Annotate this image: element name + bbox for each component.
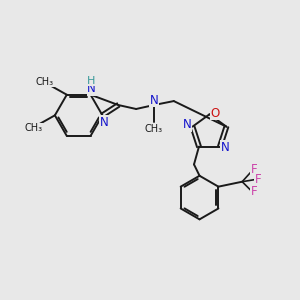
Text: F: F: [251, 185, 257, 198]
Text: N: N: [100, 116, 109, 129]
Text: CH₃: CH₃: [24, 123, 42, 133]
Text: H: H: [87, 76, 96, 86]
Text: N: N: [150, 94, 158, 106]
Text: F: F: [255, 173, 261, 186]
Text: F: F: [251, 163, 257, 176]
Text: CH₃: CH₃: [36, 77, 54, 87]
Text: N: N: [183, 118, 192, 131]
Text: N: N: [220, 141, 229, 154]
Text: CH₃: CH₃: [145, 124, 163, 134]
Text: N: N: [87, 82, 96, 95]
Text: O: O: [211, 107, 220, 120]
